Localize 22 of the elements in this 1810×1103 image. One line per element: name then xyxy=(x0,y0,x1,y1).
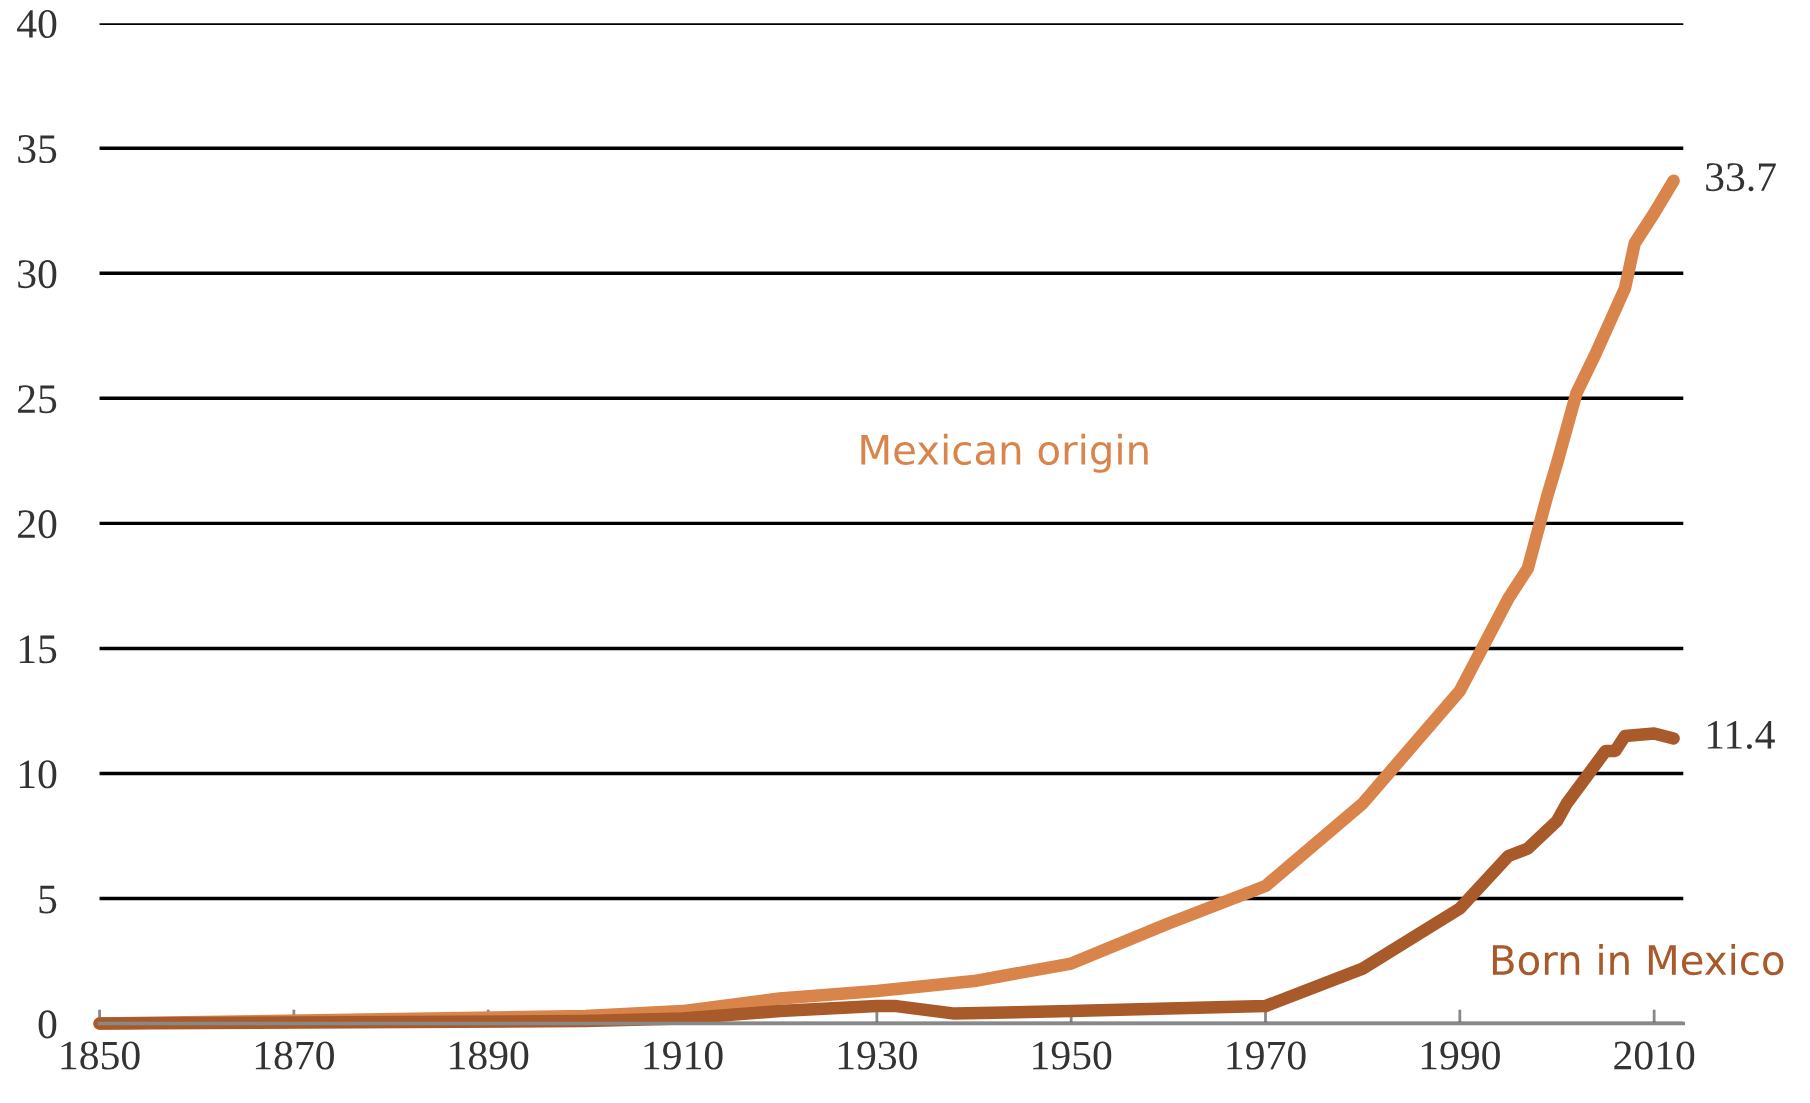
series-label: Born in Mexico xyxy=(1492,944,1784,976)
x-tick-label: 1950 xyxy=(1033,1041,1112,1070)
y-tick-label: 5 xyxy=(39,885,57,914)
x-tick-label: 1850 xyxy=(61,1041,140,1070)
x-tick-label: 1910 xyxy=(644,1041,723,1070)
y-tick-label: 25 xyxy=(18,385,57,414)
x-tick-label: 2010 xyxy=(1614,1041,1695,1070)
x-tick-label: 1870 xyxy=(255,1041,334,1070)
y-tick-label: 15 xyxy=(19,635,57,664)
y-tick-label: 0 xyxy=(38,1010,57,1039)
x-tick-label: 1930 xyxy=(838,1041,917,1070)
y-tick-label: 30 xyxy=(18,260,57,289)
y-tick-label: 10 xyxy=(19,760,57,789)
annotation: 33.7 xyxy=(1706,163,1776,192)
x-tick-label: 1970 xyxy=(1227,1041,1306,1070)
y-tick-label: 35 xyxy=(18,135,57,164)
annotation: 11.4 xyxy=(1707,720,1775,750)
text: Mexican origin xyxy=(861,433,1148,473)
y-tick-label: 20 xyxy=(18,510,57,539)
x-tick-label: 1890 xyxy=(450,1041,529,1070)
x-tick-label: 1990 xyxy=(1421,1041,1500,1070)
y-tick-label: 40 xyxy=(17,9,57,39)
